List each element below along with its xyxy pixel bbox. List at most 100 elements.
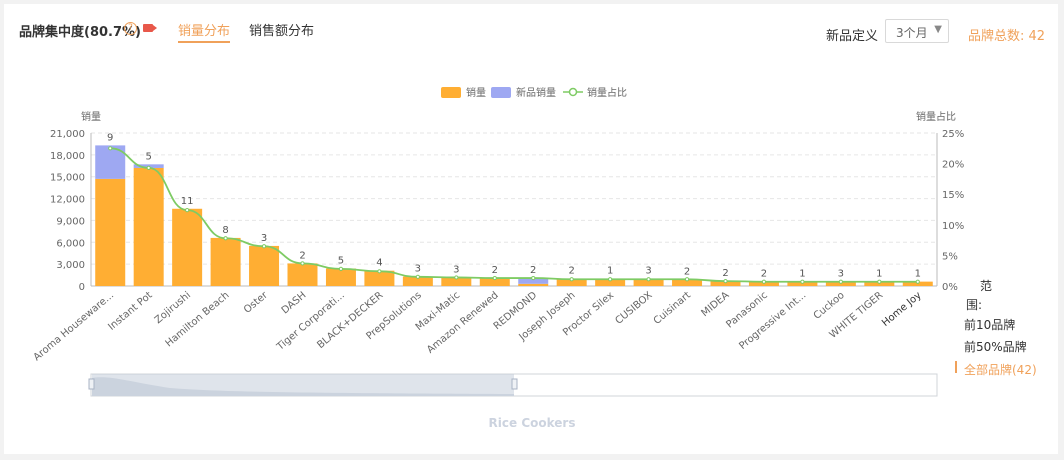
share-point — [338, 266, 344, 271]
range-title-part2: 围: — [966, 298, 983, 312]
zoom-slider-window[interactable] — [92, 374, 514, 396]
count-label: 4 — [376, 258, 382, 269]
count-label: 1 — [607, 266, 613, 277]
x-tick-label: Amazon Renewed — [425, 290, 501, 356]
y-tick-label: 9,000 — [56, 216, 85, 227]
bar-sales — [172, 208, 203, 286]
y-tick-label: 21,000 — [50, 129, 85, 140]
tab-sales-amount[interactable]: 销售额分布 — [249, 24, 315, 39]
bar-new-sales — [518, 277, 549, 284]
count-label: 3 — [261, 233, 267, 244]
share-point — [223, 236, 228, 241]
share-point — [646, 277, 651, 282]
x-tick-label: Aroma Houseware... — [32, 290, 117, 363]
x-tick-label: Oster — [242, 289, 271, 316]
help-icon[interactable]: ? — [124, 22, 137, 35]
x-tick-label: MIDEA — [700, 290, 732, 319]
share-point — [300, 261, 305, 266]
bar-sales — [364, 270, 395, 286]
y-tick-label: 15,000 — [50, 173, 85, 184]
y-axis-title: 销量 — [81, 110, 101, 123]
x-tick-label: DASH — [280, 290, 309, 317]
video-icon[interactable] — [143, 24, 157, 32]
legend-share-label[interactable]: 销量占比 — [587, 86, 627, 99]
bar-sales — [402, 276, 433, 286]
bar-sales — [325, 268, 356, 286]
count-label: 2 — [530, 265, 536, 276]
new-product-definition-label: 新品定义 — [826, 29, 879, 44]
share-point — [569, 277, 574, 282]
x-tick-label: Progressive Int... — [737, 290, 808, 352]
share-point — [454, 275, 459, 280]
share-point — [608, 277, 613, 282]
count-label: 1 — [876, 269, 882, 280]
share-point — [531, 275, 536, 281]
count-label: 1 — [799, 269, 805, 280]
legend-share-marker — [568, 87, 578, 97]
y-tick-label: 3,000 — [56, 260, 85, 271]
bar-sales — [556, 278, 587, 286]
count-label: 9 — [107, 132, 113, 143]
y2-tick-label: 25% — [942, 129, 964, 140]
share-point — [684, 277, 690, 282]
y2-tick-label: 10% — [942, 221, 964, 232]
range-option-all[interactable]: 全部品牌(42) — [964, 363, 1037, 377]
bar-sales — [441, 277, 472, 286]
new-product-period-select[interactable]: 3个月 ▼ — [885, 19, 949, 43]
share-point — [185, 208, 190, 213]
x-tick-label: CUSIBOX — [613, 290, 654, 327]
range-option-top50pct[interactable]: 前50%品牌 — [964, 340, 1027, 354]
share-point — [761, 279, 767, 284]
tab-sales-volume[interactable]: 销量分布 — [178, 20, 231, 43]
bar-sales — [210, 237, 241, 286]
chevron-down-icon: ▼ — [934, 24, 942, 35]
y2-tick-label: 15% — [942, 190, 964, 201]
x-tick-label: Cuckoo — [812, 290, 847, 322]
share-point — [377, 269, 382, 274]
y-tick-label: 12,000 — [50, 195, 85, 206]
bar-sales — [479, 277, 510, 286]
legend-sales-label[interactable]: 销量 — [466, 86, 486, 99]
bar-sales — [595, 278, 626, 286]
count-label: 3 — [645, 266, 651, 277]
chart-title: Rice Cookers — [489, 416, 576, 430]
y-tick-label: 0 — [79, 282, 85, 293]
bar-sales — [287, 263, 318, 286]
x-tick-label: Cuisinart — [652, 290, 693, 327]
brand-total: 品牌总数: 42 — [968, 29, 1046, 44]
range-title-part1: 范 — [980, 279, 993, 293]
count-label: 8 — [222, 225, 228, 236]
share-point — [415, 274, 420, 279]
count-label: 2 — [568, 266, 574, 277]
count-label: 3 — [415, 264, 421, 275]
legend-new-sales-label[interactable]: 新品销量 — [516, 86, 556, 99]
count-label: 3 — [838, 269, 844, 280]
y2-tick-label: 0% — [942, 282, 958, 293]
count-label: 2 — [684, 266, 690, 277]
count-label: 5 — [145, 151, 151, 162]
select-value: 3个月 — [896, 26, 928, 40]
x-tick-label: Tiger Corporati... — [274, 290, 347, 353]
bar-sales — [518, 283, 549, 286]
count-label: 5 — [338, 256, 344, 267]
bar-sales — [672, 279, 703, 286]
y2-tick-label: 20% — [942, 160, 964, 171]
x-tick-label: Home Joy — [880, 290, 924, 329]
share-point — [800, 279, 805, 284]
share-point — [915, 279, 920, 284]
legend-new-sales-swatch — [491, 87, 511, 98]
count-label: 2 — [299, 250, 305, 261]
share-point — [261, 244, 267, 249]
count-label: 2 — [761, 269, 767, 280]
count-label: 2 — [722, 268, 728, 279]
range-option-top10[interactable]: 前10品牌 — [964, 318, 1016, 332]
y-tick-label: 18,000 — [50, 151, 85, 162]
y-tick-label: 6,000 — [56, 238, 85, 249]
zoom-handle-right[interactable] — [511, 378, 518, 390]
legend-sales-swatch — [441, 87, 461, 98]
concentration-title: 品牌集中度(80.7%) — [19, 25, 141, 40]
zoom-handle-left[interactable] — [88, 378, 95, 390]
count-label: 11 — [181, 196, 194, 207]
bar-sales — [95, 178, 126, 286]
